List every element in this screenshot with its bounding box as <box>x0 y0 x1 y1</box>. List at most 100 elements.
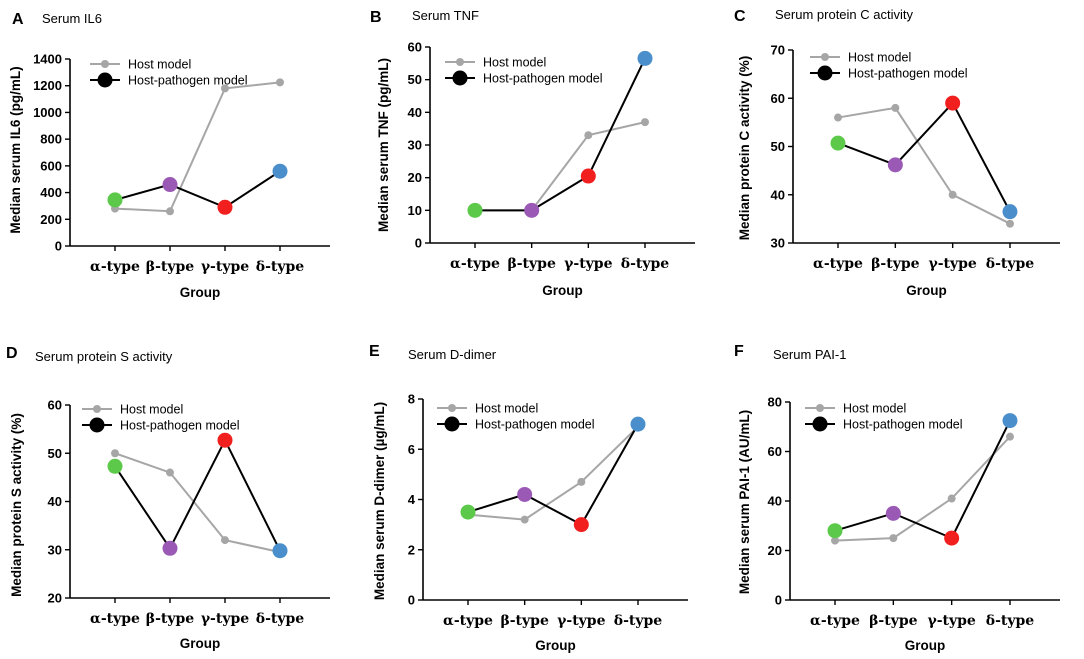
y-tick-label: 200 <box>40 212 62 227</box>
point-host-pathogen-model-4 <box>1002 413 1018 429</box>
legend-marker-host-model <box>816 404 824 412</box>
panel-letter: F <box>734 343 744 360</box>
series-line-host-pathogen-model <box>114 437 281 552</box>
x-tick-label: γ-type <box>201 611 249 627</box>
point-host-model-1 <box>111 449 119 458</box>
x-tick-label: β-type <box>507 256 555 272</box>
y-tick-label: 80 <box>768 395 782 410</box>
x-tick-label: δ-type <box>986 613 1035 629</box>
point-host-pathogen-model-1 <box>460 504 476 520</box>
x-tick-label: β-type <box>869 613 917 629</box>
panel-title: Serum TNF <box>412 8 479 23</box>
point-host-pathogen-model-4 <box>272 543 288 559</box>
point-host-pathogen-model-1 <box>830 135 846 151</box>
legend-marker-host-pathogen-model <box>444 416 460 432</box>
point-host-pathogen-model-3 <box>217 432 233 448</box>
panel-c: C Serum protein C activity 30 40 50 60 70 α-typ… <box>734 7 1060 298</box>
legend-label-host-model: Host model <box>843 402 906 416</box>
y-tick-label: 60 <box>771 91 785 106</box>
point-host-pathogen-model-4 <box>637 50 653 66</box>
point-host-pathogen-model-1 <box>107 192 123 208</box>
x-axis-title: Group <box>180 636 221 651</box>
y-tick-label: 20 <box>48 591 62 606</box>
y-tick-label: 800 <box>40 132 62 147</box>
point-host-pathogen-model-3 <box>945 95 961 111</box>
y-tick-label: 400 <box>40 185 62 200</box>
legend-label-host-pathogen-model: Host-pathogen model <box>848 67 968 81</box>
x-tick-label: δ-type <box>986 256 1035 272</box>
point-host-model-3 <box>221 84 229 93</box>
point-host-pathogen-model-1 <box>467 202 483 218</box>
panel-title: Serum PAI-1 <box>773 347 846 362</box>
point-host-model-3 <box>584 131 593 140</box>
x-tick-label: α-type <box>810 613 860 629</box>
point-host-pathogen-model-3 <box>580 168 596 184</box>
panel-b: B Serum TNF 0 10 20 30 40 50 60 α-type β-type γ-typ… <box>370 8 695 298</box>
panel-title: Serum D-dimer <box>408 347 497 362</box>
x-tick-label: δ-type <box>256 611 305 627</box>
point-host-model-4 <box>1006 432 1014 441</box>
legend-marker-host-pathogen-model <box>452 70 468 86</box>
x-tick-label: γ-type <box>201 259 249 275</box>
y-tick-label: 2 <box>408 542 415 557</box>
y-axis-title: Median protein C activity (%) <box>737 56 752 241</box>
point-host-model-4 <box>641 118 649 127</box>
legend-label-host-model: Host model <box>848 51 911 65</box>
point-host-model-1 <box>831 536 839 545</box>
x-tick-label: δ-type <box>614 613 663 629</box>
panel-title: Serum protein S activity <box>35 349 173 364</box>
y-tick-label: 20 <box>768 543 782 558</box>
y-axis-title: Median protein S activity (%) <box>9 413 24 597</box>
legend-marker-host-model <box>456 58 464 66</box>
series-line-host-pathogen-model <box>834 420 1011 540</box>
y-axis-title: Median serum TNF (pg/mL) <box>376 58 391 232</box>
series-line-host-model <box>114 452 281 554</box>
y-tick-label: 50 <box>771 139 785 154</box>
y-tick-label: 8 <box>408 392 415 407</box>
x-axis-title: Group <box>906 283 947 298</box>
point-host-pathogen-model-4 <box>630 416 646 432</box>
point-host-pathogen-model-2 <box>885 505 901 521</box>
y-tick-label: 40 <box>768 494 782 509</box>
series-line-host-pathogen-model <box>114 170 281 209</box>
series-line-host-model <box>834 435 1011 542</box>
legend-marker-host-model <box>93 405 101 413</box>
y-tick-label: 0 <box>55 239 62 254</box>
y-tick-label: 40 <box>408 105 422 120</box>
y-tick-label: 70 <box>771 43 785 58</box>
y-tick-label: 600 <box>40 158 62 173</box>
point-host-pathogen-model-3 <box>573 517 589 533</box>
panel-e: E Serum D-dimer 0 2 4 6 8 α-type β-type γ-type δ-t… <box>369 343 688 653</box>
x-tick-label: α-type <box>90 259 140 275</box>
x-tick-label: α-type <box>443 613 493 629</box>
point-host-pathogen-model-2 <box>887 157 903 173</box>
point-host-pathogen-model-2 <box>162 177 178 193</box>
point-host-pathogen-model-3 <box>217 199 233 215</box>
point-host-pathogen-model-2 <box>162 540 178 556</box>
point-host-model-2 <box>166 207 174 216</box>
legend-marker-host-pathogen-model <box>89 417 105 433</box>
legend-marker-host-model <box>821 53 829 61</box>
point-host-pathogen-model-4 <box>272 163 288 179</box>
y-tick-label: 50 <box>48 446 62 461</box>
legend-marker-host-pathogen-model <box>817 65 833 81</box>
point-host-pathogen-model-2 <box>517 486 533 502</box>
x-tick-label: β-type <box>871 256 919 272</box>
legend-label-host-model: Host model <box>120 403 183 417</box>
legend-label-host-model: Host model <box>128 58 191 72</box>
x-tick-label: β-type <box>500 613 548 629</box>
x-axis-title: Group <box>542 283 583 298</box>
y-axis-title: Median serum D-dimer (µg/mL) <box>372 402 387 600</box>
y-tick-label: 10 <box>408 203 422 218</box>
y-tick-label: 60 <box>48 398 62 413</box>
series-line-host-pathogen-model <box>837 101 1011 213</box>
x-tick-label: γ-type <box>928 256 976 272</box>
point-host-model-2 <box>520 515 529 524</box>
y-tick-label: 60 <box>768 444 782 459</box>
x-tick-label: α-type <box>450 256 500 272</box>
y-tick-label: 50 <box>408 72 422 87</box>
point-host-model-3 <box>221 536 229 545</box>
x-tick-label: β-type <box>146 259 194 275</box>
y-tick-label: 30 <box>48 542 62 557</box>
panel-letter: B <box>370 9 382 26</box>
